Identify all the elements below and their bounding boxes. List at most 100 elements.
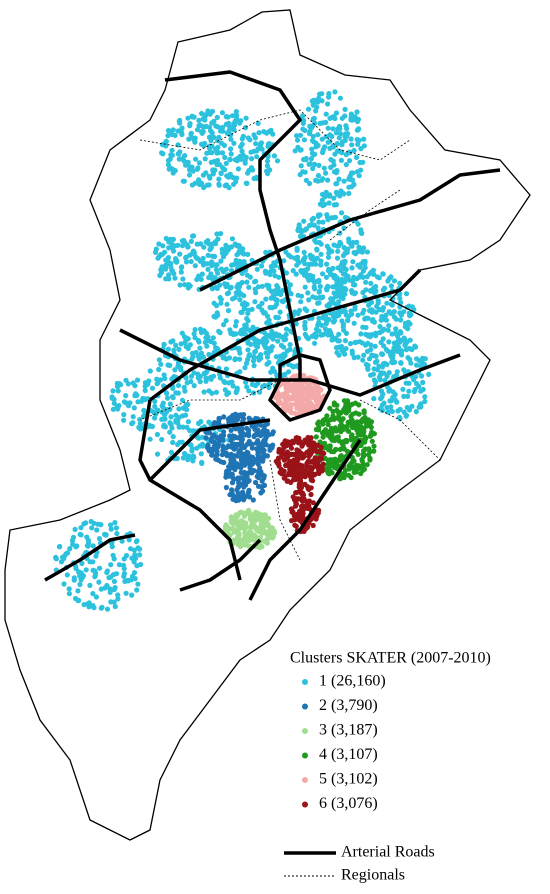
cluster-point bbox=[202, 115, 208, 121]
cluster-point bbox=[213, 146, 219, 152]
cluster-point bbox=[374, 367, 381, 373]
cluster-point bbox=[307, 470, 313, 476]
cluster-point bbox=[193, 349, 199, 356]
cluster-point bbox=[199, 459, 205, 465]
cluster-point bbox=[194, 127, 201, 133]
cluster-point bbox=[242, 432, 248, 438]
cluster-point bbox=[156, 357, 162, 363]
cluster-point bbox=[244, 384, 250, 390]
cluster-point bbox=[220, 437, 226, 443]
cluster-point bbox=[159, 416, 165, 422]
cluster-point bbox=[365, 315, 371, 321]
cluster-point bbox=[397, 295, 403, 301]
cluster-point bbox=[353, 154, 360, 160]
cluster-point bbox=[259, 263, 265, 269]
cluster-point bbox=[121, 412, 127, 418]
cluster-point bbox=[199, 130, 205, 136]
cluster-point bbox=[214, 435, 220, 441]
cluster-point bbox=[331, 162, 337, 168]
cluster-point bbox=[268, 127, 274, 133]
legend-label: 6 (3,076) bbox=[319, 795, 378, 812]
cluster-point bbox=[374, 303, 380, 309]
cluster-point bbox=[219, 124, 226, 131]
cluster-point bbox=[361, 352, 367, 358]
cluster-point bbox=[170, 245, 176, 251]
cluster-point bbox=[180, 455, 186, 461]
cluster-point bbox=[316, 279, 322, 285]
cluster-point bbox=[166, 245, 172, 251]
cluster-point bbox=[407, 313, 413, 319]
cluster-point bbox=[377, 330, 383, 336]
cluster-point bbox=[210, 276, 216, 282]
cluster-point bbox=[264, 130, 270, 136]
cluster-point bbox=[152, 403, 158, 410]
cluster-point bbox=[342, 106, 348, 112]
cluster-point bbox=[234, 487, 240, 493]
cluster-point bbox=[361, 136, 367, 142]
cluster-point bbox=[365, 333, 371, 339]
cluster-point bbox=[137, 552, 143, 558]
cluster-point bbox=[226, 472, 232, 478]
cluster-point bbox=[284, 449, 291, 455]
cluster-point bbox=[346, 190, 352, 196]
cluster-point bbox=[369, 438, 375, 444]
cluster-point bbox=[323, 189, 329, 195]
cluster-point bbox=[158, 361, 164, 367]
cluster-point bbox=[129, 592, 135, 598]
cluster-point bbox=[135, 581, 141, 587]
cluster-point bbox=[289, 440, 295, 446]
cluster-point bbox=[333, 110, 339, 116]
cluster-point bbox=[156, 241, 162, 247]
cluster-point bbox=[221, 322, 227, 328]
cluster-point bbox=[167, 429, 173, 435]
cluster-point bbox=[320, 176, 326, 182]
cluster-point bbox=[237, 258, 243, 264]
cluster-point bbox=[266, 283, 272, 289]
cluster-point bbox=[98, 586, 104, 592]
cluster-point bbox=[364, 462, 370, 468]
cluster-point bbox=[265, 143, 271, 150]
arterial-roads bbox=[44, 70, 501, 601]
cluster-point bbox=[227, 156, 233, 163]
cluster-point bbox=[405, 393, 411, 399]
cluster-point bbox=[359, 456, 365, 463]
cluster-point bbox=[312, 161, 318, 167]
cluster-point bbox=[245, 251, 251, 257]
cluster-point bbox=[251, 175, 257, 182]
cluster-point bbox=[259, 471, 265, 478]
cluster-point bbox=[163, 257, 169, 263]
cluster-point bbox=[338, 289, 344, 295]
cluster-point bbox=[233, 416, 239, 422]
cluster-point bbox=[378, 396, 384, 402]
cluster-point bbox=[252, 340, 258, 346]
cluster-point bbox=[363, 279, 369, 285]
cluster-point bbox=[228, 136, 234, 142]
cluster-point bbox=[382, 360, 388, 366]
cluster-point bbox=[66, 591, 72, 597]
cluster-point bbox=[395, 338, 402, 344]
cluster-point bbox=[189, 446, 195, 452]
cluster-point bbox=[179, 156, 185, 162]
cluster-point bbox=[274, 372, 280, 378]
cluster-point bbox=[396, 349, 402, 355]
cluster-point bbox=[360, 289, 366, 296]
cluster-point bbox=[334, 255, 341, 261]
cluster-point bbox=[379, 351, 385, 357]
cluster-point bbox=[330, 158, 336, 164]
cluster-point bbox=[90, 603, 96, 609]
cluster-point bbox=[301, 218, 307, 224]
legend-marker bbox=[302, 728, 308, 734]
cluster-point bbox=[285, 405, 291, 411]
cluster-point bbox=[337, 446, 343, 452]
cluster-point bbox=[391, 340, 397, 346]
cluster-point bbox=[266, 317, 272, 323]
cluster-point bbox=[244, 180, 250, 186]
cluster-point bbox=[278, 466, 284, 473]
cluster-point bbox=[306, 458, 312, 464]
cluster-point bbox=[338, 410, 344, 416]
cluster-point bbox=[196, 123, 202, 129]
cluster-point bbox=[326, 200, 332, 206]
cluster-point bbox=[334, 141, 340, 147]
cluster-point bbox=[341, 178, 347, 184]
cluster-point bbox=[234, 387, 240, 393]
